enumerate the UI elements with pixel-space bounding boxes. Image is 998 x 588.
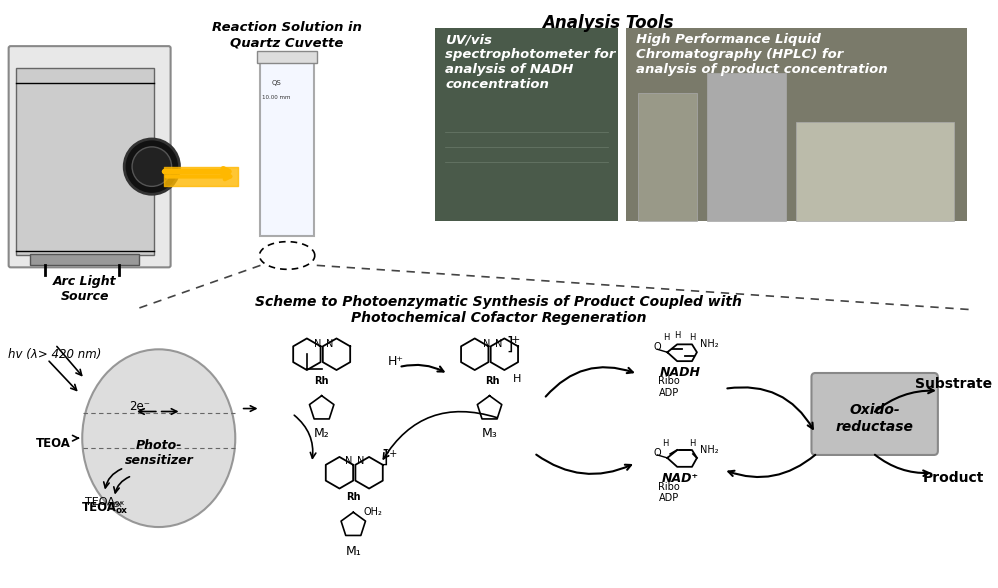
Text: Product: Product <box>923 470 984 485</box>
Text: M₃: M₃ <box>482 427 497 440</box>
Text: Scheme to Photoenzymatic Synthesis of Product Coupled with
Photochemical Cofacto: Scheme to Photoenzymatic Synthesis of Pr… <box>255 295 742 325</box>
Text: TEOAₒₓ: TEOAₒₓ <box>85 497 124 507</box>
Text: N: N <box>483 339 490 349</box>
Text: H: H <box>674 331 681 340</box>
Text: H: H <box>662 439 669 447</box>
Text: N: N <box>495 339 502 349</box>
Text: UV/vis
spectrophotometer for
analysis of NADH
concentration: UV/vis spectrophotometer for analysis of… <box>445 34 616 91</box>
Text: High Performance Liquid
Chromatography (HPLC) for
analysis of product concentrat: High Performance Liquid Chromatography (… <box>636 34 887 76</box>
Text: Arc Light
Source: Arc Light Source <box>53 275 117 303</box>
Text: N: N <box>314 339 321 349</box>
Text: NH₂: NH₂ <box>700 445 719 455</box>
Text: H: H <box>689 333 696 342</box>
Text: Rh: Rh <box>346 492 360 502</box>
Text: H⁺: H⁺ <box>388 355 404 368</box>
Text: ox: ox <box>113 500 122 509</box>
Text: Rh: Rh <box>485 376 500 386</box>
Bar <box>30 253 139 265</box>
Text: Rh: Rh <box>314 376 329 386</box>
Text: NH₂: NH₂ <box>700 339 719 349</box>
Text: NADH: NADH <box>660 366 701 379</box>
Bar <box>638 92 697 221</box>
Text: N: N <box>357 456 365 466</box>
Text: ADP: ADP <box>659 493 680 503</box>
Text: 2e⁻: 2e⁻ <box>129 400 150 413</box>
Text: ]: ] <box>506 335 513 353</box>
Text: Oxido-
reductase: Oxido- reductase <box>835 403 913 433</box>
Text: ]: ] <box>381 449 388 467</box>
Text: H: H <box>513 374 521 384</box>
Text: O: O <box>654 448 662 458</box>
Ellipse shape <box>82 349 236 527</box>
Circle shape <box>132 147 172 186</box>
Text: QS: QS <box>271 80 281 86</box>
Text: N: N <box>326 339 333 349</box>
Text: hv (λ> 420 nm): hv (λ> 420 nm) <box>8 348 102 360</box>
Text: N: N <box>344 456 352 466</box>
Bar <box>260 58 313 236</box>
Bar <box>626 28 966 221</box>
Text: +: + <box>511 335 520 345</box>
Text: NAD⁺: NAD⁺ <box>662 472 699 485</box>
FancyBboxPatch shape <box>9 46 171 268</box>
Text: O: O <box>654 342 662 352</box>
Text: Analysis Tools: Analysis Tools <box>542 14 674 32</box>
Bar <box>707 73 785 221</box>
Text: M₁: M₁ <box>345 545 361 558</box>
Bar <box>16 68 154 256</box>
Text: Reaction Solution in
Quartz Cuvette: Reaction Solution in Quartz Cuvette <box>213 21 362 49</box>
Text: 10.00 mm: 10.00 mm <box>262 95 290 100</box>
Bar <box>257 51 316 63</box>
Text: OH₂: OH₂ <box>363 507 382 517</box>
Circle shape <box>124 139 180 194</box>
Text: TEOA: TEOA <box>82 501 117 514</box>
Text: ADP: ADP <box>659 388 680 398</box>
Text: H: H <box>663 333 670 342</box>
Text: Ribo: Ribo <box>659 376 681 386</box>
Text: TEOA: TEOA <box>36 437 71 450</box>
Text: Ribo: Ribo <box>659 482 681 492</box>
Text: ox: ox <box>116 506 127 514</box>
Bar <box>795 122 954 221</box>
Text: 2+: 2+ <box>383 449 398 459</box>
Text: Substrate: Substrate <box>915 377 992 391</box>
Text: Photo-
sensitizer: Photo- sensitizer <box>125 439 194 467</box>
Text: M₂: M₂ <box>313 427 329 440</box>
Text: H: H <box>689 439 696 447</box>
FancyBboxPatch shape <box>811 373 938 455</box>
Bar <box>435 28 618 221</box>
